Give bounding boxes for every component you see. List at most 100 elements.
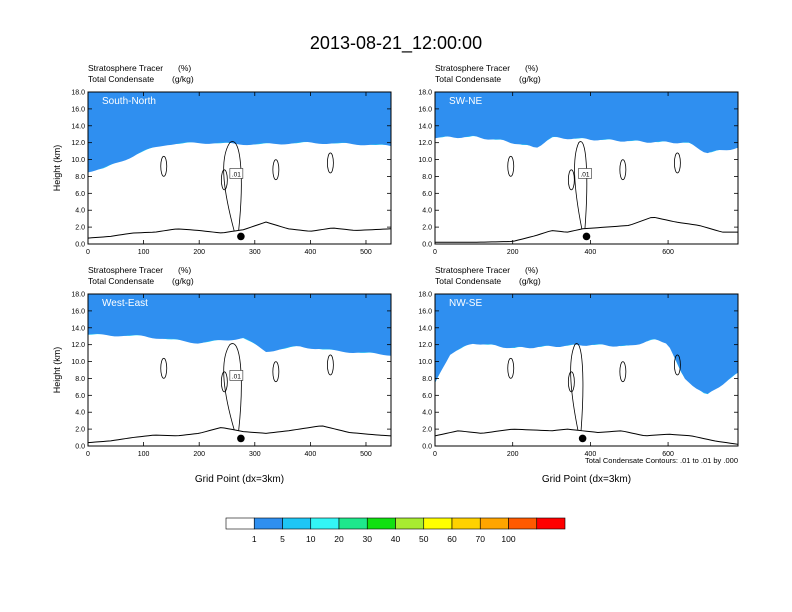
- condensate-cell: [326, 354, 334, 376]
- y-tick-label: 2.0: [75, 427, 85, 434]
- tracer-band-10: [435, 92, 738, 154]
- tracer-field: [435, 92, 738, 154]
- y-tick-label: 14.0: [418, 325, 432, 332]
- tracer-band-10: [88, 92, 391, 173]
- y-tick-label: 8.0: [422, 174, 432, 181]
- y-tick-label: 12.0: [71, 342, 85, 349]
- variable-2-units: (g/kg): [172, 276, 194, 286]
- y-tick-label: 2.0: [422, 225, 432, 232]
- condensate-cell: [619, 159, 627, 181]
- colorbar-label: 60: [447, 534, 457, 544]
- y-tick-label: 18.0: [71, 292, 85, 299]
- x-tick-label: 400: [585, 451, 597, 458]
- y-tick-label: 6.0: [422, 393, 432, 400]
- plot-frame: [434, 293, 739, 447]
- x-tick-label: 400: [585, 249, 597, 256]
- condensate-cell: [567, 371, 575, 393]
- plot-frame: [434, 91, 739, 245]
- location-marker: [582, 232, 591, 241]
- variable-1-units: (%): [178, 265, 191, 275]
- y-tick-label: 0.0: [75, 242, 85, 249]
- condensate-cell: [326, 152, 334, 174]
- panel-west-east: .01 West-East Stratosphere Tracer (%) Total …: [52, 265, 392, 485]
- colorbar-box-10: [508, 517, 538, 530]
- x-tick-label: 200: [193, 451, 205, 458]
- x-tick-label: 200: [507, 249, 519, 256]
- colorbar-box-5: [366, 517, 396, 530]
- y-tick-label: 16.0: [418, 308, 432, 315]
- x-tick-label: 0: [433, 451, 437, 458]
- variable-2-name: Total Condensate: [435, 276, 501, 286]
- y-tick-label: 6.0: [422, 191, 432, 198]
- variable-1-name: Stratosphere Tracer: [435, 63, 510, 73]
- y-tick-label: 12.0: [71, 140, 85, 147]
- colorbar-box-9: [479, 517, 509, 530]
- colorbar-box-4: [338, 517, 368, 530]
- y-axis-label: Height (km): [52, 145, 62, 192]
- panels: .01 South-North Stratosphere Tracer (%) Tota…: [52, 63, 739, 485]
- y-tick-label: 10.0: [71, 359, 85, 366]
- y-tick-label: 4.0: [75, 208, 85, 215]
- x-tick-label: 100: [138, 451, 150, 458]
- x-tick-label: 0: [433, 249, 437, 256]
- x-tick-label: 200: [507, 451, 519, 458]
- contour-label: .01: [232, 171, 241, 178]
- figure-title: 2013-08-21_12:00:00: [310, 33, 482, 54]
- x-tick-label: 500: [360, 249, 372, 256]
- condensate-cell: [567, 169, 575, 191]
- panel-label: SW-NE: [449, 96, 482, 107]
- variable-2-units: (g/kg): [172, 74, 194, 84]
- y-tick-label: 10.0: [418, 359, 432, 366]
- colorbar-label: 50: [419, 534, 429, 544]
- terrain-line: [434, 428, 739, 445]
- contour-label-box: [229, 370, 244, 381]
- condensate-cell: [507, 357, 515, 379]
- y-tick-label: 14.0: [71, 325, 85, 332]
- condensate-contour: [574, 141, 588, 230]
- condensate-cell: [674, 354, 681, 376]
- variable-1-name: Stratosphere Tracer: [88, 63, 163, 73]
- tracer-band-10: [88, 294, 391, 356]
- variable-2-name: Total Condensate: [88, 276, 154, 286]
- y-tick-label: 0.0: [422, 444, 432, 451]
- contour-label: .01: [232, 373, 241, 380]
- x-tick-label: 300: [249, 249, 261, 256]
- colorbar-box-1: [253, 517, 283, 530]
- panel-sw-ne: .01 SW-NE Stratosphere Tracer (%) Total Cond…: [418, 63, 739, 256]
- x-tick-label: 200: [193, 249, 205, 256]
- condensate-cell: [272, 361, 280, 383]
- y-tick-label: 12.0: [418, 140, 432, 147]
- variable-1-units: (%): [525, 265, 538, 275]
- x-tick-label: 400: [305, 249, 317, 256]
- colorbar-label: 20: [334, 534, 344, 544]
- y-tick-label: 2.0: [75, 225, 85, 232]
- condensate-contour: [223, 343, 242, 431]
- y-tick-label: 12.0: [418, 342, 432, 349]
- colorbar-label: 1: [252, 534, 257, 544]
- panel-label: South-North: [102, 96, 156, 107]
- y-tick-label: 18.0: [418, 90, 432, 97]
- contour-footnote: Total Condensate Contours: .01 to .01 by…: [585, 456, 738, 465]
- variable-2-name: Total Condensate: [435, 74, 501, 84]
- tracer-field: [88, 92, 391, 173]
- variable-1-units: (%): [525, 63, 538, 73]
- location-marker: [578, 434, 587, 443]
- contour-label-box: [578, 168, 592, 179]
- x-tick-label: 0: [86, 249, 90, 256]
- variable-2-units: (g/kg): [519, 74, 541, 84]
- x-tick-label: 400: [305, 451, 317, 458]
- y-axis-label: Height (km): [52, 347, 62, 394]
- colorbar-label: 70: [476, 534, 486, 544]
- location-marker: [237, 232, 245, 241]
- variable-1-name: Stratosphere Tracer: [435, 265, 510, 275]
- colorbar-label: 5: [280, 534, 285, 544]
- y-tick-label: 10.0: [71, 157, 85, 164]
- x-axis-label: Grid Point (dx=3km): [542, 474, 631, 485]
- condensate-cell: [160, 155, 168, 177]
- terrain-line: [87, 425, 392, 444]
- variable-1-units: (%): [178, 63, 191, 73]
- colorbar-box-7: [423, 517, 453, 530]
- y-tick-label: 6.0: [75, 191, 85, 198]
- y-tick-label: 8.0: [422, 376, 432, 383]
